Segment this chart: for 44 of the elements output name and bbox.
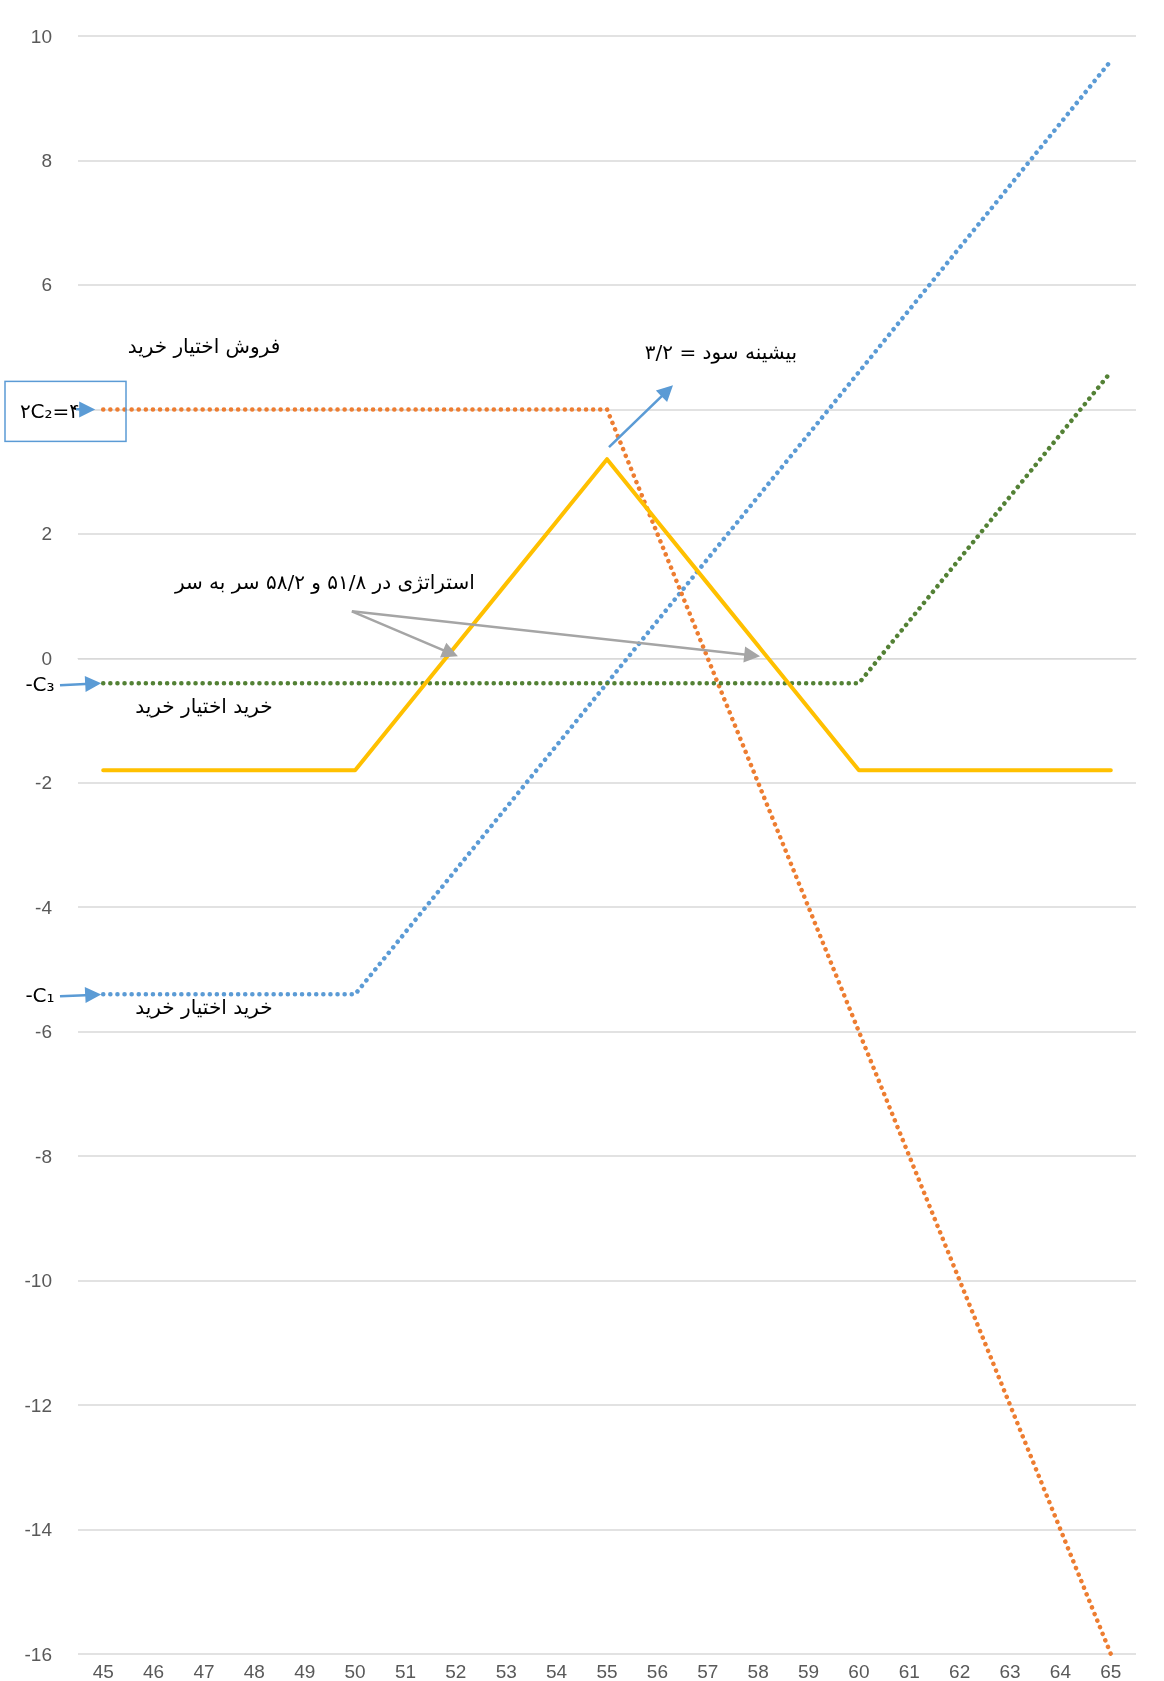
series-label: خرید اختیار خرید	[135, 693, 273, 718]
x-tick-label: 53	[495, 1661, 517, 1681]
x-tick-label: 55	[596, 1661, 618, 1681]
x-tick-label: 52	[445, 1661, 467, 1681]
annotation: استراتژی در ۵۱/۸ و ۵۸/۲ سر به سر	[173, 569, 475, 594]
x-tick-label: 64	[1049, 1661, 1072, 1681]
x-tick-label: 54	[546, 1661, 568, 1681]
text: فروش اختیار خرید	[127, 333, 281, 358]
y-tick-label: -4	[35, 896, 53, 918]
y-tick-label: -10	[24, 1270, 52, 1292]
y-tick-label: -14	[24, 1519, 53, 1541]
x-tick-label: 59	[797, 1661, 820, 1681]
line-series	[101, 457, 1113, 773]
x-tick-label: 48	[243, 1661, 265, 1681]
x-tick-label: 47	[193, 1661, 215, 1681]
y-tick-label: -2	[35, 772, 52, 794]
annotation: -C₁	[25, 982, 55, 1007]
x-tick-label: 45	[92, 1661, 114, 1681]
x-tick-label: 60	[848, 1661, 870, 1681]
x-tick-label: 58	[747, 1661, 769, 1681]
annotation: -C₃	[25, 671, 55, 696]
x-tick-label: 51	[394, 1661, 417, 1681]
legend-label: خرید اختیار خرید	[135, 994, 273, 1019]
x-tick-label: 46	[143, 1661, 165, 1681]
y-tick-label: -6	[35, 1021, 52, 1043]
y-tick-label: 2	[41, 523, 52, 545]
x-tick-label: 50	[344, 1661, 366, 1681]
x-tick-label: 57	[697, 1661, 719, 1681]
annotation: بیشینه سود = ۳/۲	[644, 339, 798, 364]
x-tick-label: 63	[999, 1661, 1021, 1681]
x-tick-label: 62	[949, 1661, 971, 1681]
y-tick-label: 8	[41, 149, 52, 171]
x-tick-label: 56	[646, 1661, 668, 1681]
y-tick-label: 0	[41, 647, 52, 669]
y-tick-label: -8	[35, 1145, 52, 1167]
x-tick-label: 65	[1100, 1661, 1122, 1681]
annotation: ۲C₂=۴	[19, 398, 81, 423]
y-tick-label: -12	[24, 1394, 52, 1416]
y-tick-label: 6	[41, 274, 52, 296]
x-tick-label: 61	[898, 1661, 920, 1681]
y-tick-label: -16	[24, 1643, 52, 1665]
y-tick-label: 10	[30, 25, 52, 47]
x-tick-label: 49	[294, 1661, 316, 1681]
line-series	[100, 407, 1114, 1657]
